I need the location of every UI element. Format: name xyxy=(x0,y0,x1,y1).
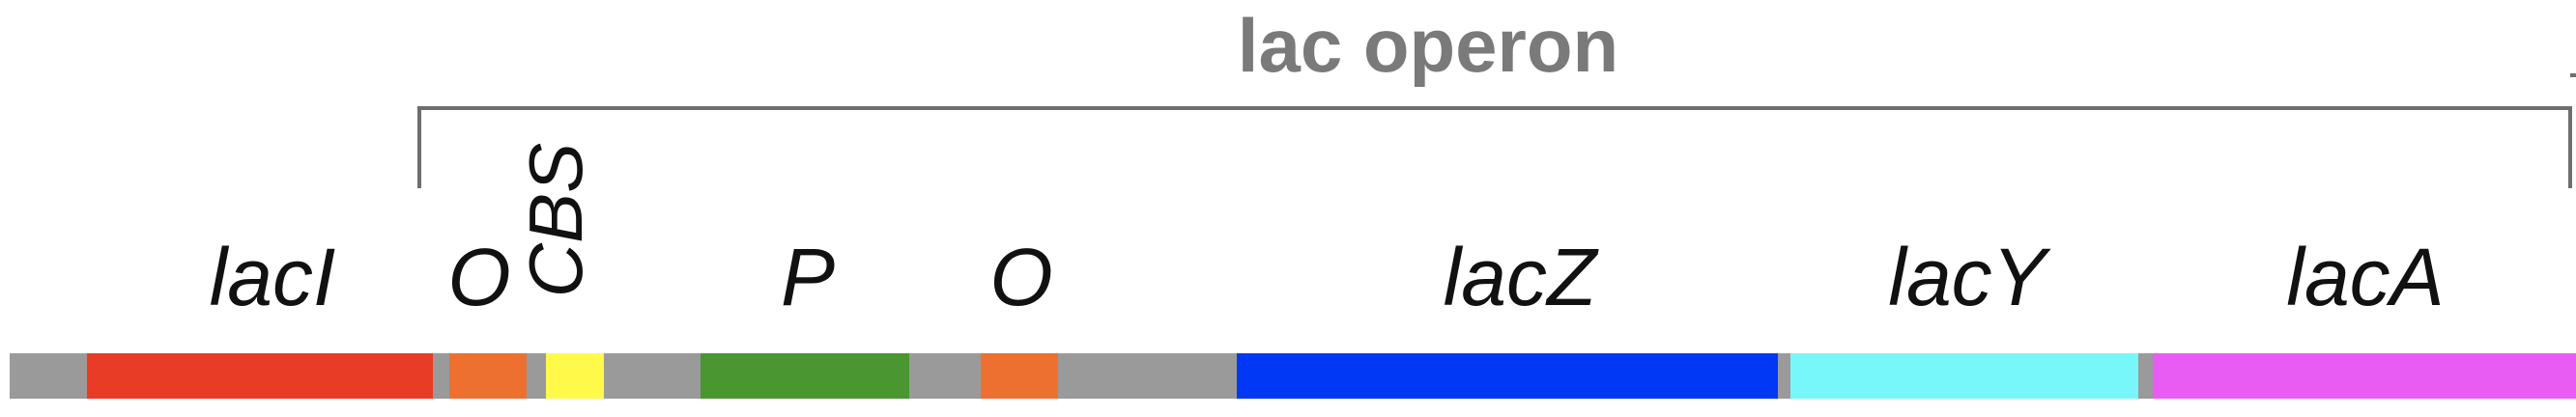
label-operator-1: O xyxy=(447,232,510,322)
segment-laci xyxy=(87,353,433,399)
diagram-title: lac operon xyxy=(1238,3,1618,88)
operon-bracket xyxy=(417,106,2572,188)
segment-operator-2 xyxy=(981,353,1058,399)
segment-cbs xyxy=(546,353,604,399)
segment-laca xyxy=(2153,353,2576,399)
segment-operator-1 xyxy=(449,353,527,399)
segment-lacz xyxy=(1237,353,1778,399)
label-lacz: lacZ xyxy=(1444,232,1599,322)
segment-lacy xyxy=(1790,353,2138,399)
label-laci: lacI xyxy=(210,232,336,322)
label-operator-2: O xyxy=(989,232,1052,322)
label-promoter: P xyxy=(781,232,835,322)
label-cbs: CBS xyxy=(513,143,598,297)
segment-promoter xyxy=(701,353,909,399)
label-lacy: lacY xyxy=(1888,232,2051,322)
label-laca: lacA xyxy=(2286,232,2444,322)
